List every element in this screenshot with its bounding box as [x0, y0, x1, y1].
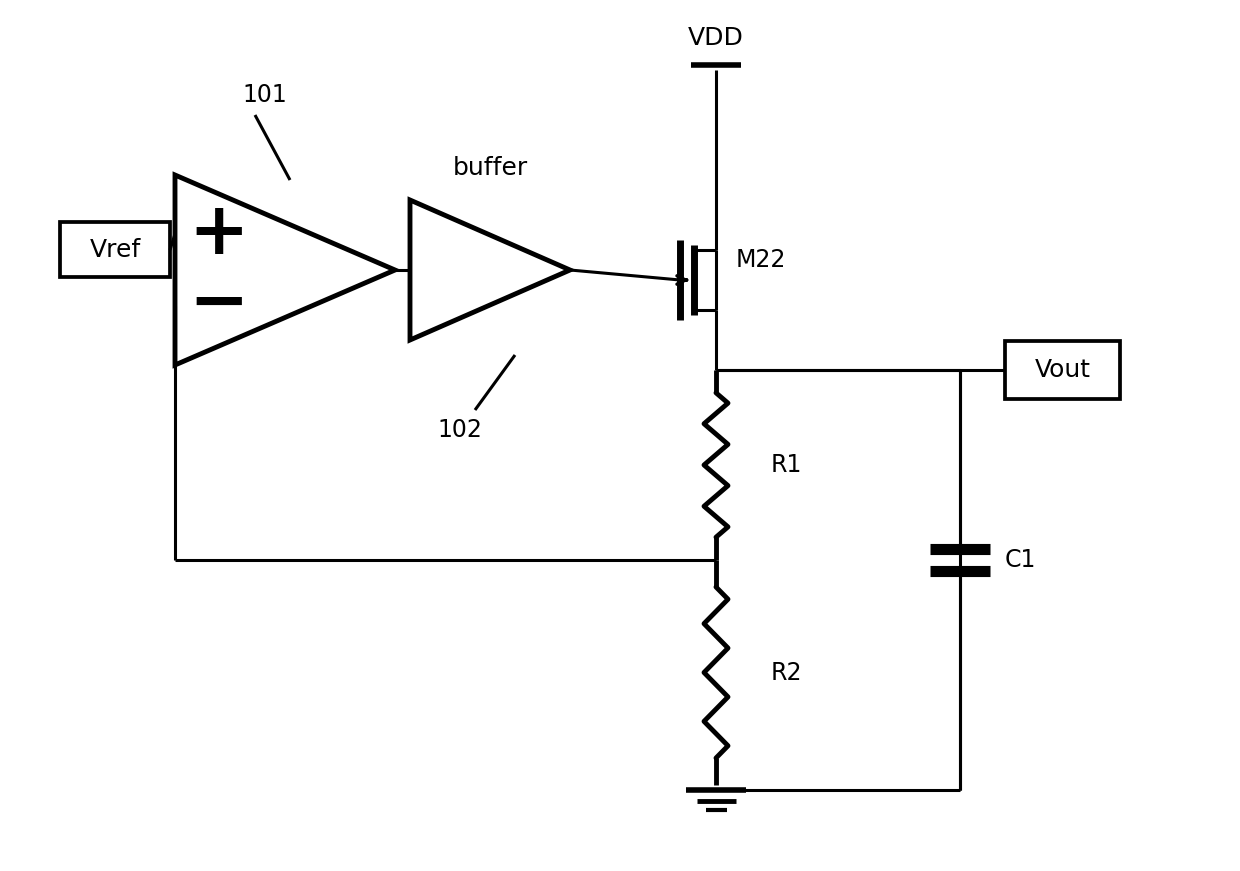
Text: buffer: buffer — [453, 156, 528, 180]
Text: 101: 101 — [243, 83, 288, 107]
Text: −: − — [188, 267, 249, 339]
Text: 102: 102 — [438, 418, 482, 442]
Text: C1: C1 — [1004, 548, 1037, 572]
FancyBboxPatch shape — [60, 222, 170, 278]
Text: Vout: Vout — [1034, 358, 1090, 382]
FancyBboxPatch shape — [1004, 341, 1120, 399]
Text: VDD: VDD — [688, 26, 744, 50]
Text: +: + — [188, 199, 249, 269]
Text: Vref: Vref — [89, 238, 140, 262]
Text: M22: M22 — [737, 248, 786, 272]
Text: R1: R1 — [771, 453, 802, 477]
Text: R2: R2 — [771, 660, 802, 685]
